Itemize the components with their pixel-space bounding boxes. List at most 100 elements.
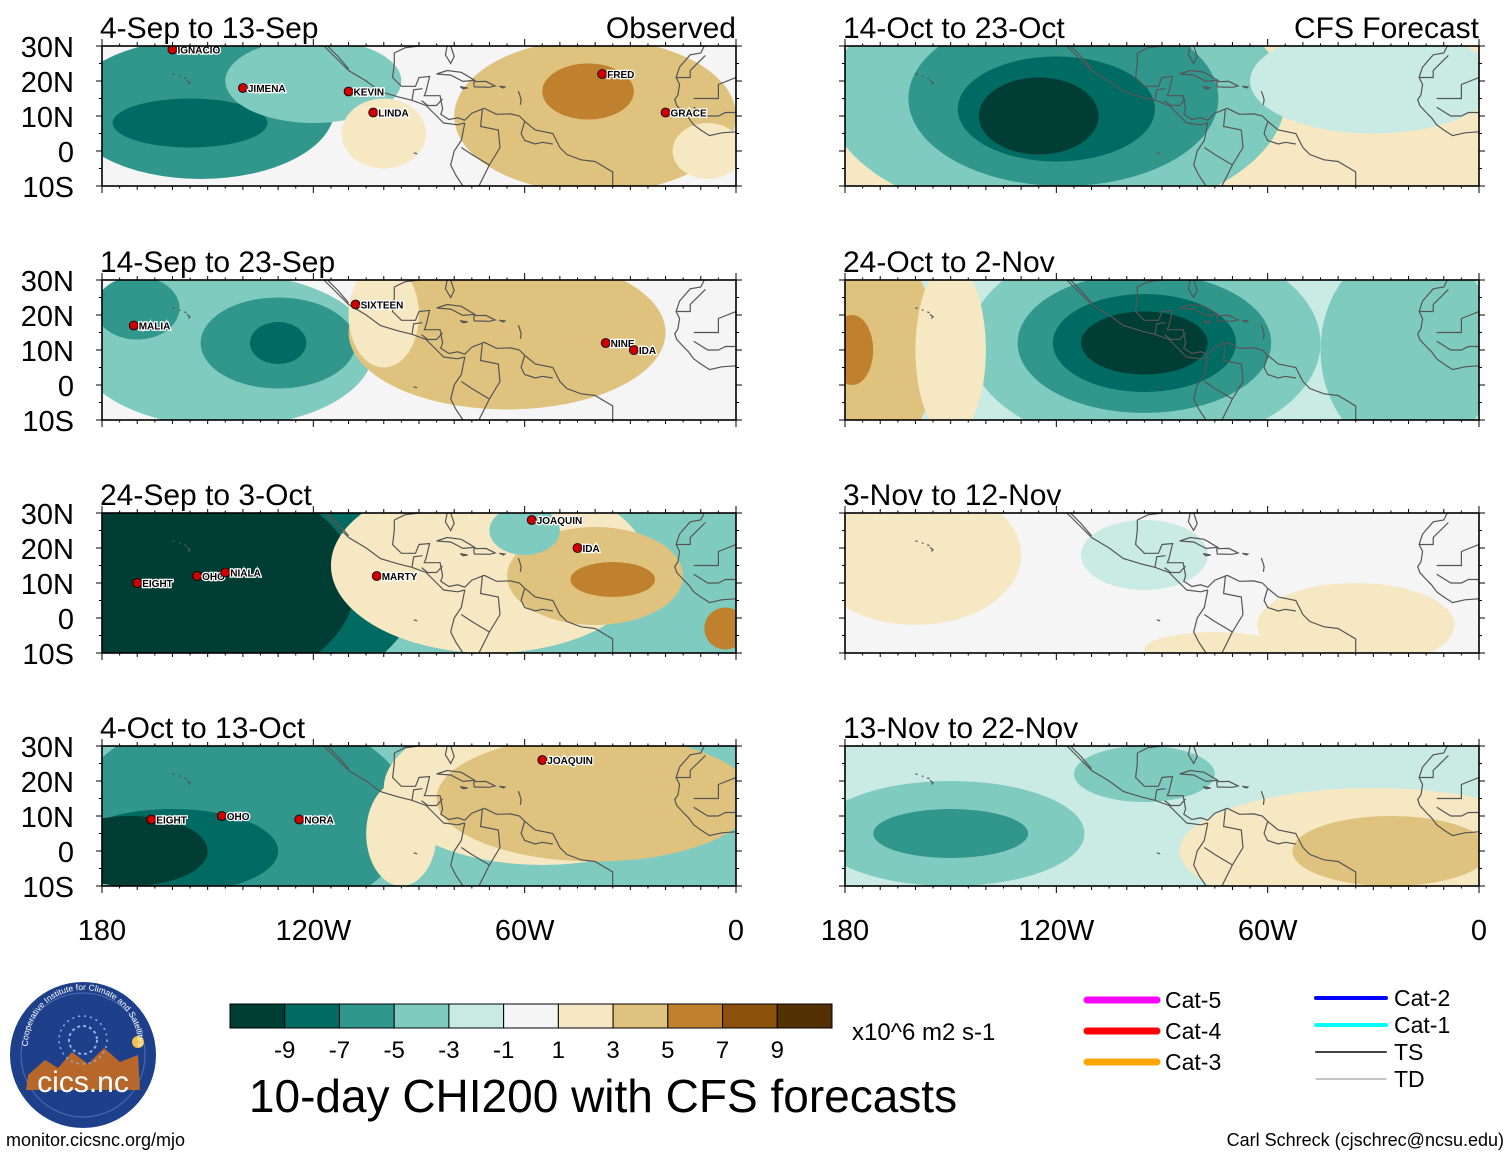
storm-marker — [371, 571, 382, 581]
coastline — [323, 280, 465, 360]
anomaly-contour — [1292, 816, 1479, 886]
coastline — [1203, 147, 1233, 166]
anomaly-contour — [1320, 280, 1479, 420]
anomaly-contour — [672, 123, 736, 179]
anomaly-contour — [489, 513, 560, 555]
coastline — [1216, 80, 1240, 88]
storm-marker — [660, 107, 671, 118]
coastline — [929, 79, 935, 85]
anomaly-contour — [845, 513, 1022, 625]
anomaly-contour — [102, 816, 208, 886]
panel-title: 13-Nov to 22-Nov — [843, 712, 1078, 745]
panel-title: 14-Sep to 23-Sep — [100, 246, 335, 279]
coastline — [1260, 90, 1265, 105]
anomaly-contour — [1080, 520, 1208, 590]
coastline — [693, 806, 736, 817]
coastline — [1066, 280, 1208, 360]
coastline — [326, 746, 350, 770]
coastline — [1436, 806, 1479, 817]
colorbar-tick-label: -9 — [274, 1037, 295, 1064]
coastline — [478, 342, 501, 420]
lat-tick-label: 0 — [58, 371, 74, 403]
coastline — [1179, 69, 1220, 83]
coastline — [520, 588, 553, 612]
storm-marker — [368, 107, 379, 118]
legend-label: TD — [1394, 1066, 1425, 1092]
coastline — [1134, 287, 1357, 420]
coastline — [1154, 555, 1166, 568]
coastline — [676, 54, 706, 79]
coastline — [183, 544, 187, 547]
site-url[interactable]: monitor.cicsnc.org/mjo — [6, 1130, 186, 1150]
coastline — [921, 775, 924, 778]
units-label: x10^6 m2 s-1 — [852, 1019, 995, 1046]
coastline — [1066, 746, 1208, 826]
legend-label: Cat-3 — [1165, 1049, 1221, 1075]
storm-label: JIMENA — [248, 84, 286, 95]
coastline — [460, 381, 490, 400]
coastline — [674, 46, 736, 137]
coastline — [1187, 746, 1198, 765]
coastline — [178, 309, 181, 311]
panel-1: IGNACIO JIMENA KEVIN LINDA FRED GRACE 4-Sep to… — [96, 12, 742, 193]
coastline — [499, 85, 507, 89]
colorbar-swatch — [612, 1003, 669, 1029]
coastline — [473, 780, 497, 788]
anomaly-contour — [225, 46, 402, 123]
coastline — [1436, 573, 1479, 584]
colorbar-tick-label: 9 — [771, 1037, 784, 1064]
legend-label: TS — [1394, 1039, 1423, 1065]
storm-marker — [350, 299, 361, 310]
anomaly-contour — [1239, 805, 1296, 862]
coastline — [693, 543, 736, 567]
coastline — [323, 513, 465, 593]
storm-label: JOAQUIN — [537, 516, 583, 527]
coastline — [1216, 780, 1240, 788]
colorbar-tick-label: 7 — [716, 1037, 729, 1064]
coastline — [1419, 755, 1449, 779]
lat-tick-label: 0 — [58, 604, 74, 636]
storm-label: NORA — [304, 816, 333, 827]
storm-marker — [537, 755, 548, 765]
coastline — [1179, 536, 1220, 550]
forecast-label: CFS Forecast — [1294, 12, 1480, 45]
coastline — [517, 790, 522, 805]
legend-label: Cat-2 — [1394, 985, 1450, 1011]
lon-tick-label: 120W — [275, 915, 351, 947]
coastline — [499, 319, 507, 323]
anomaly-contour — [348, 280, 419, 368]
lat-tick-label: 10S — [22, 872, 74, 904]
storm-label: MALIA — [139, 322, 171, 333]
main-title: 10-day CHI200 with CFS forecasts — [249, 1070, 957, 1122]
lat-tick-label: 10N — [21, 102, 74, 134]
coastline — [323, 46, 465, 126]
coastline — [929, 546, 935, 552]
coastline — [391, 753, 614, 886]
lon-tick-label: 120W — [1018, 915, 1094, 947]
coastline — [520, 121, 553, 145]
anomaly-contour — [366, 781, 437, 886]
cics-logo: cics.nc Cooperative Institute for Climat… — [10, 982, 156, 1128]
colorbar: -9 -7 -5 -3 -1 1 3 5 7 9 — [229, 1003, 833, 1064]
storm-marker — [146, 814, 157, 825]
coastline — [411, 88, 423, 101]
storm-label: IDA — [583, 544, 600, 555]
coastline — [413, 852, 418, 855]
coastline — [478, 575, 501, 653]
axis-labels: 30N20N10N010S30N20N10N010S30N20N10N010S3… — [21, 32, 1487, 947]
coastline — [693, 776, 736, 800]
coastline — [517, 324, 522, 339]
storm-marker — [167, 46, 178, 55]
map-panels: IGNACIO JIMENA KEVIN LINDA FRED GRACE 4-Sep to… — [96, 12, 1485, 893]
coastline — [436, 69, 477, 83]
coastline — [1069, 46, 1093, 70]
storm-label: LINDA — [378, 109, 409, 120]
coastline — [926, 77, 930, 80]
coastline — [1242, 319, 1250, 323]
storm-label: OHO — [202, 572, 225, 583]
coastline — [413, 386, 418, 389]
anomaly-contour — [249, 322, 307, 364]
coastline — [1263, 588, 1296, 612]
panel-title: 4-Oct to 13-Oct — [100, 712, 306, 745]
